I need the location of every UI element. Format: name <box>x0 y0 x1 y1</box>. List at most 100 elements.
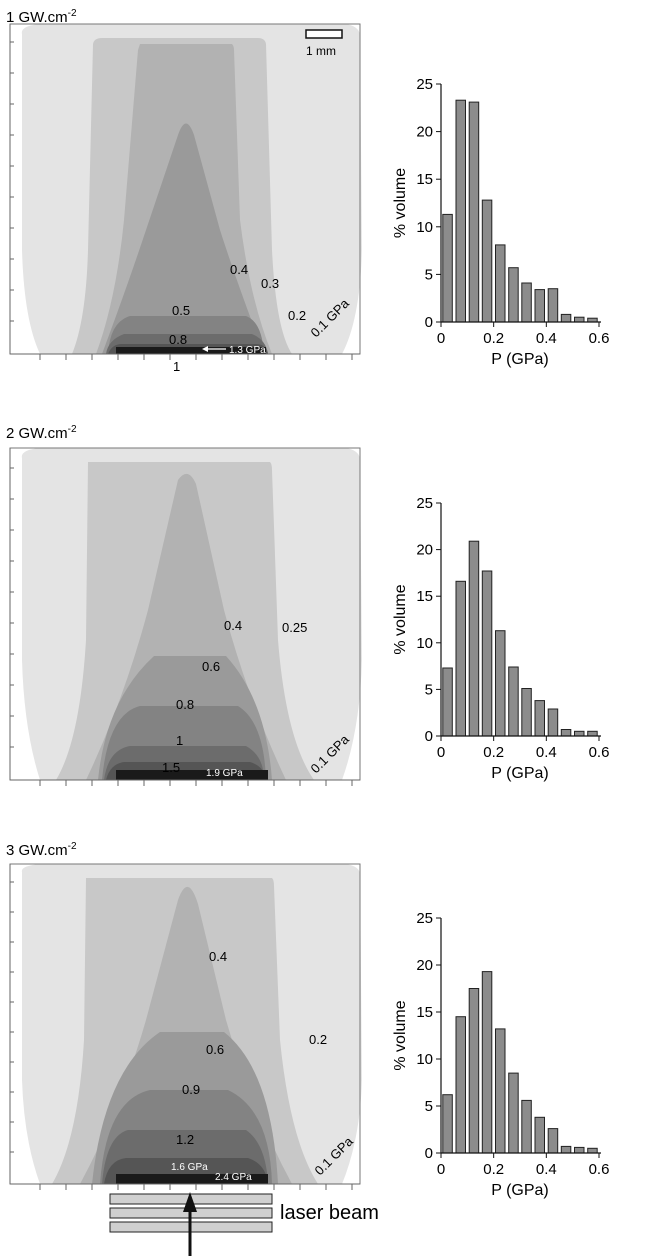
contour-label: 0.9 <box>182 1082 200 1097</box>
x-tick-label: 0.6 <box>589 330 610 347</box>
x-tick-label: 0 <box>437 1161 445 1178</box>
y-tick-label: 15 <box>416 171 433 188</box>
histogram-1: 0 5 10 15 20 25 0 0.2 0.4 0.6 P (GPa) % volume <box>392 76 609 368</box>
histogram-bar <box>481 971 493 1154</box>
contour-label: 1 <box>173 359 180 374</box>
scale-bar: 1 mm <box>305 29 343 58</box>
histogram-bar <box>508 666 519 737</box>
contour-label: 1 <box>176 733 183 748</box>
x-axis-title: P (GPa) <box>491 351 549 368</box>
contour-label: 0.2 <box>288 308 306 323</box>
y-tick-label: 15 <box>416 588 433 605</box>
y-tick-label: 15 <box>416 1004 433 1021</box>
x-tick-label: 0.2 <box>483 1161 504 1178</box>
y-tick-label: 10 <box>416 1051 433 1068</box>
x-tick-label: 0 <box>437 744 445 761</box>
contour-label: 0.6 <box>206 1042 224 1057</box>
histogram-bar <box>560 313 572 323</box>
laser-beam-label: laser beam <box>280 1202 379 1224</box>
x-tick-label: 0.6 <box>589 1161 610 1178</box>
histogram-bar <box>534 289 545 323</box>
histogram-bar <box>560 729 572 737</box>
histogram-bar <box>442 213 453 323</box>
y-tick-label: 20 <box>416 124 433 141</box>
histogram-bar <box>560 1145 572 1154</box>
contour-label: 0.4 <box>224 618 242 633</box>
panel-2-title: 2 GW.cm-2 <box>6 424 77 442</box>
panel-1-title: 1 GW.cm-2 <box>6 8 77 26</box>
contour-axis-ticks-2 <box>9 448 360 786</box>
y-tick-label: 25 <box>416 495 433 512</box>
histogram-bar <box>534 700 545 737</box>
histogram-bar <box>587 1147 598 1154</box>
histogram-bar <box>455 580 466 737</box>
y-tick-label: 25 <box>416 76 433 93</box>
panel-3-title: 3 GW.cm-2 <box>6 841 77 859</box>
histogram-bar <box>547 1128 559 1154</box>
scale-bar-label: 1 mm <box>306 44 336 58</box>
contour-map-3 <box>21 864 363 1184</box>
histogram-bar <box>481 570 493 737</box>
contour-map-1 <box>21 24 363 354</box>
y-tick-label: 25 <box>416 910 433 927</box>
histogram-bar <box>468 988 480 1154</box>
x-axis-title: P (GPa) <box>491 765 549 782</box>
peak-pressure-label: 1.9 GPa <box>206 768 243 779</box>
y-tick-label: 10 <box>416 635 433 652</box>
contour-label: 1.5 <box>162 760 180 775</box>
histogram-bar <box>442 667 453 737</box>
y-tick-label: 5 <box>425 1098 433 1115</box>
contour-label: 0.2 <box>309 1032 327 1047</box>
histogram-bar <box>455 1016 466 1154</box>
peak-pressure-label: 1.3 GPa <box>229 345 266 356</box>
histogram-bar <box>574 730 585 737</box>
contour-axis-ticks-1 <box>9 24 360 360</box>
y-tick-label: 0 <box>425 1145 433 1162</box>
histogram-2: 0 5 10 15 20 25 0 0.2 0.4 0.6 P (GPa) % volume <box>392 495 609 782</box>
y-tick-label: 0 <box>425 314 433 331</box>
histogram-bar <box>534 1116 545 1154</box>
y-tick-label: 0 <box>425 728 433 745</box>
y-tick-label: 10 <box>416 219 433 236</box>
x-tick-label: 0.2 <box>483 744 504 761</box>
histogram-bar <box>521 1099 532 1154</box>
histogram-bar <box>455 99 466 323</box>
contour-label: 1.2 <box>176 1132 194 1147</box>
x-tick-label: 0.4 <box>536 1161 557 1178</box>
histogram-bar <box>574 316 585 323</box>
contour-label: 0.8 <box>176 697 194 712</box>
contour-label: 0.8 <box>169 332 187 347</box>
histogram-bar <box>587 730 598 737</box>
y-axis-title: % volume <box>392 584 409 654</box>
histogram-bar <box>508 1072 519 1154</box>
histogram-bar <box>547 708 559 737</box>
histogram-bar <box>442 1094 453 1154</box>
histogram-bar <box>495 1028 506 1154</box>
x-tick-label: 0 <box>437 330 445 347</box>
histogram-bar <box>495 244 506 323</box>
contour-axis-ticks-3 <box>9 864 360 1190</box>
histogram-3: 0 5 10 15 20 25 0 0.2 0.4 0.6 P (GPa) % volume <box>392 910 609 1199</box>
histogram-bar <box>495 630 506 737</box>
y-axis-title: % volume <box>392 1000 409 1070</box>
histogram-bar <box>521 688 532 737</box>
histogram-bar <box>468 101 480 323</box>
laser-arrow-head <box>183 1192 197 1212</box>
histogram-bar <box>574 1146 585 1154</box>
histogram-bar <box>521 282 532 323</box>
contour-label: 0.3 <box>261 276 279 291</box>
contour-panel-2: 2 GW.cm-2 0.4 <box>6 424 363 786</box>
y-tick-label: 20 <box>416 542 433 559</box>
x-tick-label: 0.4 <box>536 744 557 761</box>
x-axis-title: P (GPa) <box>491 1182 549 1199</box>
histogram-bar <box>468 540 480 737</box>
contour-label: 0.5 <box>172 303 190 318</box>
contour-label: 0.4 <box>209 949 227 964</box>
x-tick-label: 0.2 <box>483 330 504 347</box>
contour-label: 0.6 <box>202 659 220 674</box>
peak-pressure-label: 1.6 GPa <box>171 1162 208 1173</box>
contour-label: 0.25 <box>282 620 307 635</box>
y-tick-label: 20 <box>416 957 433 974</box>
histogram-bar <box>481 199 493 323</box>
